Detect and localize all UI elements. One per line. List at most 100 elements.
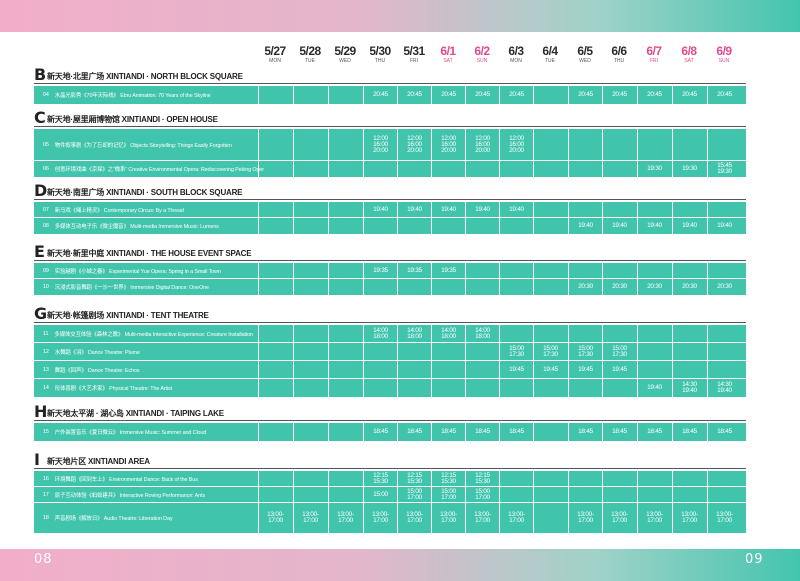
showtime-text: 20:30 [578,283,593,290]
showtime-text: 15:00 17:30 [543,344,558,358]
program-label: 05 物件叙事剧《为了忘却的记忆》 Objects Storytelling: T… [34,129,264,160]
showtime-text: 19:35 [373,266,388,274]
showtime-text: 20:45 [612,91,627,98]
program-title: 多媒体交互体验《森林之歌》 Multi-media Interactive Ex… [54,331,253,338]
showtime-text: 20:30 [647,283,662,290]
showtime-cell: 18:45 [397,423,431,441]
showtime-cell [258,218,292,234]
showtime-cell: 18:45 [431,423,465,441]
showtime-cell [707,325,741,342]
date-column-header: 6/9 SUN [707,45,741,65]
showtime-cell [499,279,533,295]
showtime-cell: 13:00- 17:00 [293,503,327,533]
showtime-cell [293,202,327,217]
showtime-cell: 19:40 [602,218,636,234]
showtime-text: 13:00- 17:00 [406,511,423,524]
showtime-cell: 20:45 [637,86,671,104]
program-label: 12 水舞蹈《羽》 Dance Theatre: Plume [34,343,264,360]
showtime-text: 19:45 [612,365,627,373]
weekday-label: TUE [545,58,555,64]
program-row: 14 形体喜剧《大艺术家》 Physical Theatre: The Artis… [34,379,746,397]
top-gradient-band [0,0,800,32]
showtime-text: 14:00 18:00 [441,326,456,340]
showtime-text: 19:40 [647,384,662,391]
venue-name: 新天地·北里广场 XINTIANDI · NORTH BLOCK SQUARE [47,72,243,81]
showtime-cell: 20:30 [602,279,636,295]
showtime-text: 12:15 15:30 [475,471,490,485]
showtime-cell [568,487,602,502]
showtime-cell [293,218,327,234]
showtime-cell [637,361,671,378]
showtime-text: 15:00 17:00 [441,487,456,501]
showtime-cell [363,361,397,378]
date-label: 6/5 [577,44,593,58]
program-row: 12 水舞蹈《羽》 Dance Theatre: Plume 15:00 17:30… [34,343,746,361]
showtime-cell [293,487,327,502]
program-row: 16 环境舞蹈《回到车上》 Environmental Dance: Back o… [34,471,746,487]
showtime-cell [637,263,671,278]
program-number: 16 [43,475,49,482]
showtime-text: 13:00- 17:00 [440,511,457,524]
showtime-text: 15:00 17:30 [612,344,627,358]
showtime-text: 19:35 [441,266,456,274]
showtime-cell [568,325,602,342]
showtime-cell [637,471,671,486]
showtime-cell [602,487,636,502]
program-number: 17 [43,491,49,498]
showtime-cell [258,325,292,342]
showtime-text: 19:40 [578,222,593,229]
weekday-label: WED [339,58,351,64]
date-column-header: 5/28 TUE [293,45,327,65]
showtime-cell [328,129,362,160]
showtime-cell: 19:40 [465,202,499,217]
program-label: 04 水晶光影秀《70年天际线》 Ebru Animation: 70 Years… [34,86,264,104]
showtime-text: 13:00- 17:00 [716,511,733,524]
venue-title: G 新天地·帐篷剧场 XINTIANDI · TENT THEATRE [34,304,746,323]
showtime-cell [707,263,741,278]
showtime-text: 14:00 18:00 [373,326,388,340]
showtime-cell [328,471,362,486]
showtime-cell: 19:30 [637,161,671,177]
program-title: 创意环境戏曲《京探》之“微系” Creative Environmental O… [54,167,264,173]
showtime-cell [397,161,431,177]
showtime-cell [533,279,567,295]
showtime-text: 19:40 [407,205,422,213]
showtime-text: 15:00 17:00 [407,487,422,501]
showtime-text: 19:40 [647,222,662,229]
showtime-cell [328,263,362,278]
date-label: 5/30 [369,44,391,58]
showtime-cell: 19:40 [397,202,431,217]
showtime-cell [672,487,706,502]
showtime-cell [499,218,533,234]
showtime-cell [293,471,327,486]
program-number: 06 [43,166,49,172]
showtime-text: 13:00- 17:00 [337,511,354,524]
showtime-cell [363,218,397,234]
showtime-cell: 18:45 [568,423,602,441]
showtime-cell [293,86,327,104]
program-rows: 15 户外装置音乐《夏日微云》 Immersive Music: Summer a… [34,423,746,441]
showtime-cell: 20:45 [465,86,499,104]
showtime-cell [533,263,567,278]
venue-letter: E [34,242,45,261]
showtime-cell [328,343,362,360]
showtime-cell [602,202,636,217]
showtime-cell [328,279,362,295]
showtime-cell [258,202,292,217]
date-label: 6/1 [440,44,456,58]
program-row: 06 创意环境戏曲《京探》之“微系” Creative Environmental… [34,161,746,177]
showtime-cell [602,161,636,177]
showtime-cell: 19:35 [397,263,431,278]
showtime-cell [465,279,499,295]
program-number: 11 [43,330,49,337]
showtime-cell: 19:30 [672,161,706,177]
program-label: 08 多媒体互动电子乐《微尘魔音》 Multi-media Immersive M… [34,218,264,234]
showtime-cell: 20:45 [707,86,741,104]
date-column-header: 6/3 MON [499,45,533,65]
showtime-cell [465,263,499,278]
program-number: 05 [43,141,49,148]
program-rows: 16 环境舞蹈《回到车上》 Environmental Dance: Back o… [34,471,746,533]
showtime-cell [258,343,292,360]
program-title: 水晶光影秀《70年天际线》 Ebru Animation: 70 Years o… [54,93,211,99]
showtime-text: 13:00- 17:00 [474,511,491,524]
